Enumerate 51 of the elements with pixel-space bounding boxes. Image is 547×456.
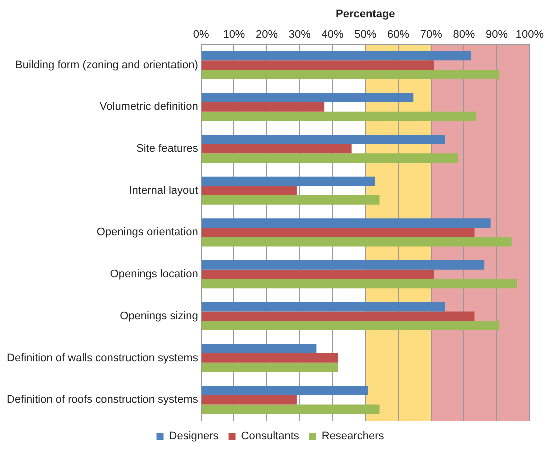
- x-tick-label: 10%: [223, 28, 246, 41]
- bar: [202, 112, 476, 122]
- x-tick-label: 90%: [486, 28, 508, 41]
- bar: [202, 102, 325, 112]
- x-tick-label: 50%: [354, 28, 377, 41]
- y-tick-label: Openings sizing: [120, 310, 198, 322]
- bar: [202, 70, 500, 80]
- y-tick-label: Volumetric definition: [100, 101, 198, 114]
- bar: [202, 144, 352, 154]
- bar: [202, 302, 446, 312]
- x-tick-label: 0%: [193, 28, 210, 41]
- x-tick-label: 70%: [420, 28, 443, 41]
- bar: [202, 279, 518, 289]
- legend-label: Researchers: [322, 430, 385, 443]
- bar: [202, 362, 338, 372]
- y-tick-label: Internal layout: [129, 184, 198, 197]
- bar: [202, 404, 380, 414]
- y-tick-label: Site features: [136, 143, 199, 156]
- x-tick-label: 100%: [516, 28, 544, 41]
- y-tick-label: Openings location: [110, 268, 198, 281]
- bar: [202, 218, 491, 228]
- bar: [202, 60, 434, 70]
- bar: [202, 312, 475, 322]
- bar: [202, 344, 317, 354]
- y-tick-label: Definition of walls construction systems: [6, 352, 199, 364]
- bar: [202, 228, 475, 238]
- x-tick-label: 30%: [288, 28, 312, 41]
- bar: [202, 93, 414, 102]
- bar: [202, 395, 297, 405]
- x-tick-label: 60%: [387, 28, 410, 41]
- bar: [202, 186, 297, 196]
- y-tick-label: Definition of roofs construction systems: [6, 394, 199, 406]
- bar: [202, 354, 338, 363]
- bar: [202, 270, 434, 280]
- bar: [202, 134, 446, 144]
- bar: [202, 154, 458, 164]
- x-tick-label: 20%: [256, 28, 278, 41]
- y-tick-label: Building form (zoning and orientation): [16, 59, 198, 72]
- x-tick-label: 40%: [322, 28, 344, 41]
- bar: [202, 196, 380, 205]
- bar: [202, 260, 485, 270]
- legend-label: Consultants: [241, 430, 300, 443]
- bar: [202, 176, 376, 186]
- bar: [202, 237, 512, 247]
- x-tick-label: 80%: [453, 28, 476, 41]
- bar: [202, 386, 368, 396]
- legend-label: Designers: [169, 430, 220, 443]
- bar: [202, 321, 500, 330]
- bar: [202, 51, 472, 61]
- x-axis-title: Percentage: [336, 8, 396, 21]
- y-tick-label: Openings orientation: [96, 226, 198, 239]
